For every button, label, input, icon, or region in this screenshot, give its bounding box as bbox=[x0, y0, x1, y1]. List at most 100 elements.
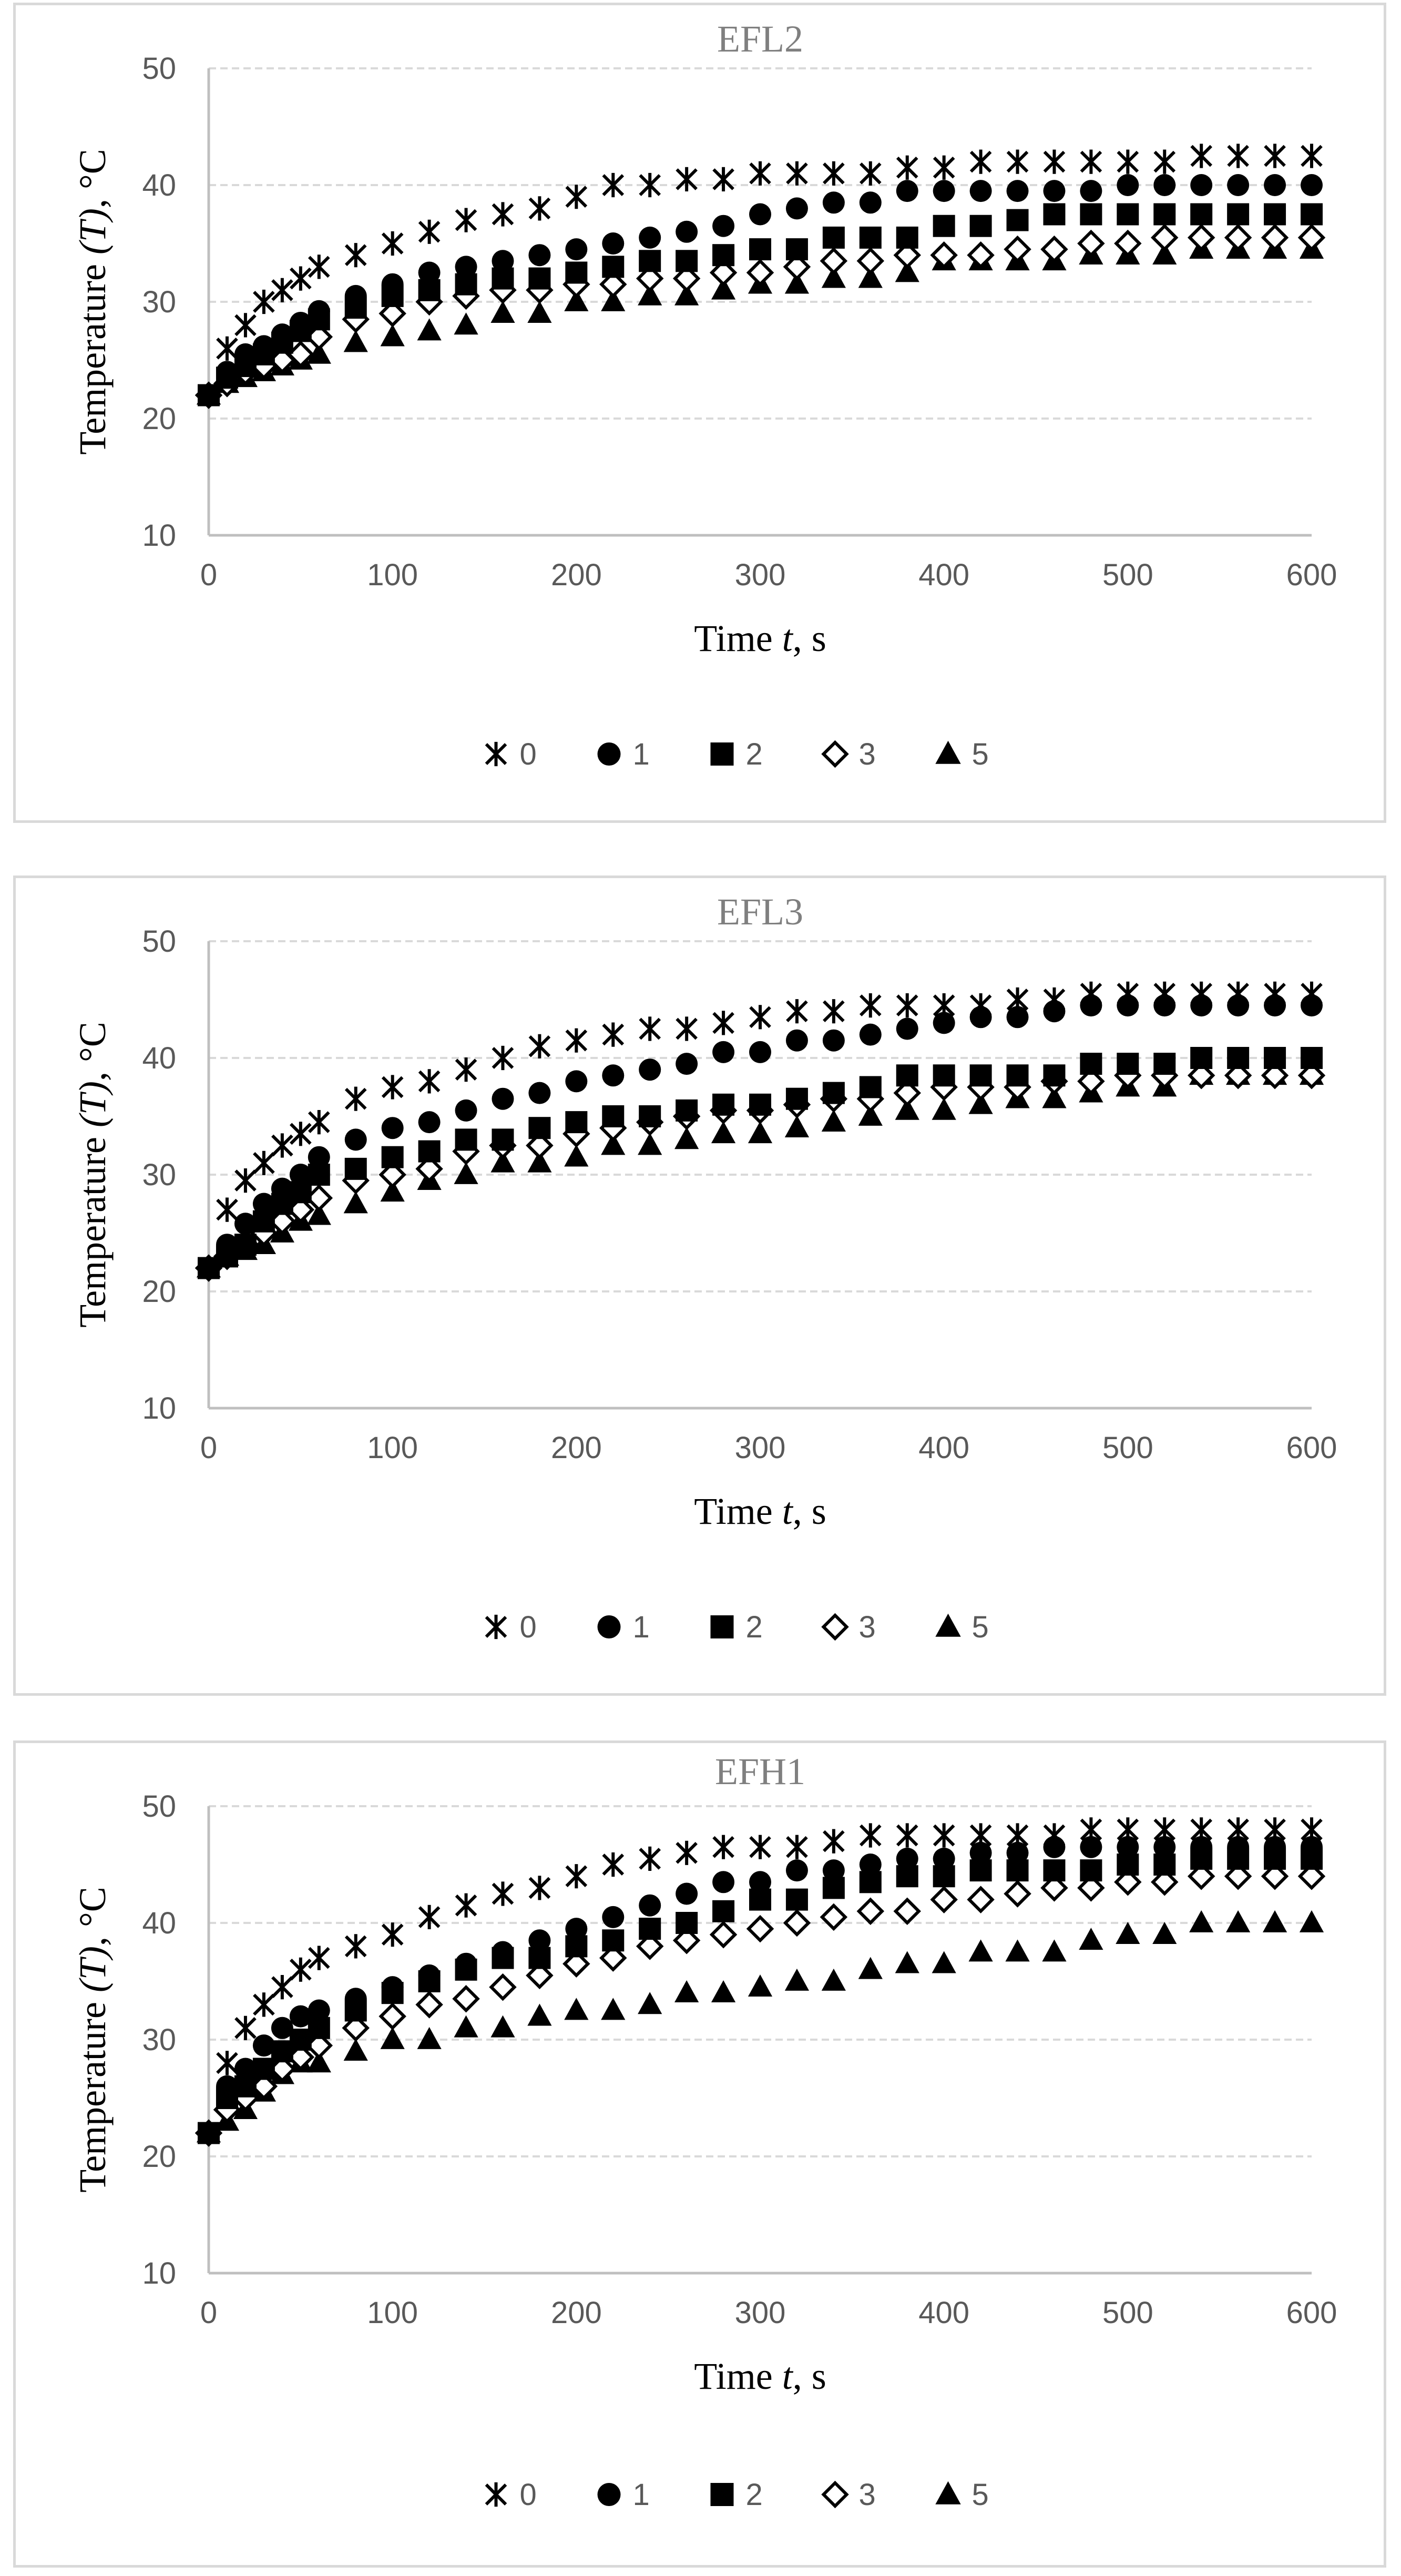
x-axis-label-main: Time bbox=[694, 617, 782, 659]
data-point bbox=[822, 1029, 845, 1052]
data-point bbox=[234, 313, 257, 338]
data-point bbox=[565, 261, 588, 284]
data-point bbox=[823, 161, 845, 186]
data-point bbox=[599, 270, 627, 298]
data-point bbox=[492, 250, 514, 272]
data-point bbox=[381, 273, 404, 296]
data-point bbox=[933, 1847, 955, 1870]
data-point bbox=[859, 1023, 882, 1046]
data-point bbox=[198, 383, 220, 408]
data-point bbox=[1301, 981, 1323, 1006]
data-point bbox=[1152, 1922, 1177, 1944]
data-point bbox=[893, 241, 921, 269]
data-point bbox=[1262, 1910, 1287, 1932]
data-point bbox=[783, 1909, 811, 1937]
data-point bbox=[639, 250, 661, 272]
data-point bbox=[712, 244, 735, 267]
chart-panel-efl2: 10 20 30 40 50 0 100 200 300 400 500 600 EFL2 Time t,… bbox=[13, 3, 1386, 823]
data-point bbox=[455, 1893, 477, 1918]
data-point bbox=[859, 1854, 882, 1876]
data-point bbox=[1077, 1874, 1105, 1902]
data-point bbox=[290, 1122, 312, 1146]
data-point bbox=[602, 1064, 625, 1087]
data-point bbox=[271, 323, 293, 346]
data-point bbox=[785, 1859, 808, 1882]
data-point bbox=[602, 1852, 625, 1877]
data-point bbox=[749, 1093, 771, 1116]
x-tick-label: 300 bbox=[735, 2296, 786, 2330]
x-axis-label-main: Time bbox=[694, 1490, 782, 1532]
data-point bbox=[1080, 1817, 1102, 1842]
x-tick-label: 0 bbox=[200, 558, 217, 592]
x-tick-label: 500 bbox=[1102, 2296, 1153, 2330]
data-point bbox=[1224, 1062, 1252, 1090]
data-point bbox=[381, 231, 404, 256]
data-point bbox=[639, 226, 661, 249]
data-point bbox=[676, 1099, 698, 1122]
data-point bbox=[1187, 1862, 1215, 1890]
data-point bbox=[528, 1082, 551, 1104]
legend-marker-3 bbox=[821, 2480, 849, 2509]
data-point bbox=[1040, 1874, 1068, 1902]
data-point bbox=[1043, 149, 1066, 174]
data-point bbox=[822, 1082, 845, 1104]
data-point bbox=[417, 318, 442, 341]
data-point bbox=[1187, 1062, 1215, 1090]
x-tick-label: 0 bbox=[200, 1431, 217, 1465]
data-point bbox=[933, 993, 955, 1018]
data-point bbox=[639, 1918, 661, 1940]
data-point bbox=[712, 1900, 735, 1922]
data-point bbox=[820, 247, 848, 275]
x-axis-label-italic: t bbox=[782, 2355, 794, 2397]
y-axis-label-italic: (T) bbox=[71, 1081, 114, 1127]
data-point bbox=[820, 1903, 848, 1931]
data-point bbox=[528, 1034, 551, 1058]
data-point bbox=[490, 301, 515, 323]
data-point bbox=[1261, 1862, 1289, 1890]
data-point bbox=[859, 1076, 882, 1098]
x-axis-label-italic: t bbox=[782, 617, 794, 659]
data-point bbox=[932, 1097, 956, 1120]
data-point bbox=[672, 1927, 701, 1954]
data-point bbox=[674, 1127, 699, 1149]
data-point bbox=[895, 260, 919, 282]
data-point bbox=[1301, 1817, 1323, 1842]
data-point bbox=[216, 1234, 238, 1256]
y-tick-label: 30 bbox=[142, 285, 176, 319]
legend-marker-2 bbox=[710, 2483, 734, 2506]
data-point bbox=[563, 1950, 590, 1978]
data-point bbox=[1114, 229, 1142, 258]
data-point bbox=[672, 264, 701, 292]
y-tick-label: 20 bbox=[142, 402, 176, 436]
data-point bbox=[198, 1256, 220, 1280]
y-tick-label: 20 bbox=[142, 2140, 176, 2174]
data-point bbox=[1264, 981, 1286, 1006]
data-point bbox=[1301, 174, 1323, 196]
data-point bbox=[1151, 223, 1179, 252]
data-point bbox=[859, 1823, 882, 1848]
data-point bbox=[1006, 1841, 1029, 1864]
data-point bbox=[602, 1929, 625, 1952]
data-point bbox=[418, 1111, 441, 1134]
data-point bbox=[821, 1968, 846, 1991]
series-0 bbox=[198, 144, 1323, 408]
data-point bbox=[712, 215, 735, 237]
legend-label: 0 bbox=[520, 2478, 537, 2512]
data-point bbox=[1117, 203, 1139, 226]
data-point bbox=[454, 312, 478, 335]
data-point bbox=[489, 1973, 517, 2001]
data-point bbox=[749, 1835, 771, 1859]
x-tick-label: 400 bbox=[918, 1431, 969, 1465]
data-point bbox=[676, 1882, 698, 1905]
data-point bbox=[1301, 203, 1323, 226]
data-point bbox=[676, 1840, 698, 1865]
data-point bbox=[1005, 1939, 1030, 1962]
data-point bbox=[526, 1132, 554, 1159]
data-point bbox=[821, 266, 846, 288]
data-point bbox=[639, 1058, 661, 1081]
data-point bbox=[289, 311, 312, 334]
data-point bbox=[1297, 1862, 1326, 1890]
data-point bbox=[528, 267, 551, 290]
y-tick-label: 10 bbox=[142, 2256, 176, 2290]
y-axis-label-italic: (T) bbox=[71, 1946, 114, 1992]
